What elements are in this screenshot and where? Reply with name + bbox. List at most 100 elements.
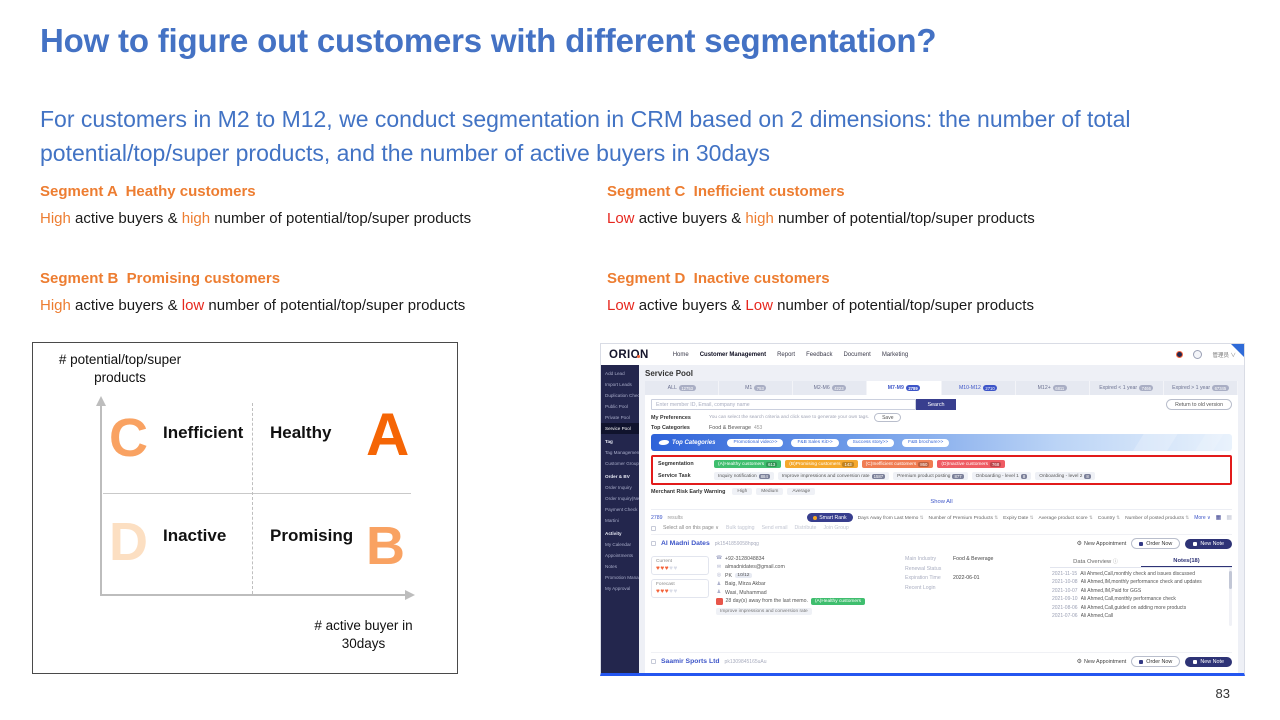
nav-home[interactable]: Home (672, 351, 689, 358)
tab-expired-gt-1y[interactable]: Expired > 1 year 67345 (1163, 381, 1238, 395)
crm-top-bar: ORION Home Customer Management Report Fe… (601, 344, 1244, 365)
tab-all[interactable]: ALL 12753 (645, 381, 720, 395)
sidebar-item-customer-groups[interactable]: Customer Groups (605, 461, 639, 466)
segment-c-heading: Segment C Inefficient customers (607, 183, 845, 200)
return-old-version-button[interactable]: Return to old version (1166, 399, 1232, 410)
more-link[interactable]: More ∨ (1194, 514, 1211, 521)
tab-expired-lt-1y[interactable]: Expired < 1 year 7466 (1089, 381, 1164, 395)
avatar[interactable] (1193, 350, 1203, 359)
sort-avg-score[interactable]: Average product score ⇅ (1038, 514, 1093, 521)
nav-feedback[interactable]: Feedback (806, 351, 833, 358)
tab-m2-m6[interactable]: M2-M6 4223 (793, 381, 868, 395)
person-icon: ♟ (716, 580, 722, 587)
risk-high[interactable]: High (732, 488, 753, 495)
sidebar-item-public-pool[interactable]: Public Pool (605, 404, 628, 409)
sidebar-item-add-lead[interactable]: Add Lead (605, 371, 625, 376)
sidebar-item-order-inquiry[interactable]: Order Inquiry (605, 485, 632, 490)
segment-c-description: Low active buyers & high number of poten… (607, 210, 1035, 227)
pill-premium-product-posting[interactable]: Premium product posting 877 (893, 472, 968, 480)
new-appointment-button[interactable]: ⚙ New Appointment (1076, 658, 1127, 665)
current-hearts-rating: ♥♥♥♥♥ (656, 564, 678, 572)
new-appointment-button[interactable]: ⚙ New Appointment (1076, 540, 1127, 547)
send-email-action[interactable]: Send email (761, 525, 788, 531)
risk-average[interactable]: Average (787, 488, 816, 495)
segment-tabs: ALL 12753 M1 753 M2-M6 4223 M7-M9 2789 M10-M… (645, 381, 1238, 395)
sidebar-item-my-approval[interactable]: My Approval (605, 586, 631, 591)
sidebar-item-payment-check[interactable]: Payment Check (605, 507, 638, 512)
banner-pill-promotional-video[interactable]: Promotional video>> (727, 438, 784, 447)
pill-promising-customers[interactable]: (B)Promising customers 143 (785, 460, 858, 468)
bulk-tagging-action[interactable]: Bulk tagging (726, 525, 755, 531)
quadrant-label-inefficient: Inefficient (163, 423, 244, 442)
nav-marketing[interactable]: Marketing (881, 351, 909, 358)
banner-pill-sales-kit[interactable]: F&B Sales Kit>> (791, 438, 839, 447)
order-now-button[interactable]: Order Now (1131, 538, 1181, 549)
notes-scrollbar-thumb[interactable] (1229, 571, 1232, 589)
pill-inactive-customers[interactable]: (D)Inactive customers 768 (937, 460, 1006, 468)
distribute-action[interactable]: Distribute (794, 525, 817, 531)
nav-document[interactable]: Document (843, 351, 871, 358)
nav-report[interactable]: Report (777, 351, 796, 358)
customer-1-checkbox[interactable] (651, 541, 656, 546)
banner-pill-success-story[interactable]: Success story>> (846, 438, 895, 447)
tab-m1[interactable]: M1 753 (719, 381, 794, 395)
tab-notes[interactable]: Notes(18) (1141, 556, 1232, 567)
sidebar-item-order-inquiry-new[interactable]: Order Inquiry(New) (605, 496, 639, 501)
customer-1-name[interactable]: Al Madni Dates (661, 540, 710, 547)
sort-posted-products[interactable]: Number of posted products ⇅ (1125, 514, 1190, 521)
nav-customer-management[interactable]: Customer Management (699, 351, 767, 358)
notes-panel: Data Overview ⓘ Notes(18) 2021-11-15 Ali … (1050, 556, 1232, 646)
tab-data-overview[interactable]: Data Overview ⓘ (1073, 559, 1118, 565)
sidebar-item-notes[interactable]: Notes (605, 564, 618, 569)
info-label: Expiration Time (905, 575, 941, 581)
new-note-button[interactable]: New Note (1185, 538, 1232, 549)
select-all-checkbox[interactable] (651, 525, 656, 531)
join-group-action[interactable]: Join Group (823, 525, 849, 531)
sidebar-item-martini[interactable]: Martini (605, 518, 619, 523)
sidebar-item-private-pool[interactable]: Private Pool (605, 415, 630, 420)
customer-segment-pill[interactable]: (A)Healthy customers (810, 597, 866, 605)
sidebar-item-my-calendar[interactable]: My Calendar (605, 542, 632, 547)
quadrant-letter-b: B (366, 516, 405, 576)
sort-expiry-date[interactable]: Expiry Date ⇅ (1003, 514, 1034, 521)
sort-country[interactable]: Country ⇅ (1097, 514, 1121, 521)
top-categories-value[interactable]: Food & Beverage (709, 425, 751, 431)
banner-pill-brochure[interactable]: F&B brochure>> (902, 438, 950, 447)
user-menu[interactable]: 管理员 ∨ (1212, 352, 1236, 359)
new-note-button[interactable]: New Note (1185, 656, 1232, 667)
grid-view-icon[interactable]: ▦ (1226, 514, 1232, 521)
crm-sidebar: Add Lead Import Leads Duplication Check … (601, 365, 639, 673)
sort-premium-products[interactable]: Number of Premium Products ⇅ (928, 514, 999, 521)
sidebar-item-appointments[interactable]: Appointments (605, 553, 634, 558)
order-now-button[interactable]: Order Now (1131, 656, 1181, 667)
sidebar-item-duplication-check[interactable]: Duplication Check (605, 393, 639, 398)
tab-m10-m12[interactable]: M10-M12 2710 (941, 381, 1016, 395)
pill-improve-impressions[interactable]: Improve impressions and conversion rate 1… (777, 472, 890, 480)
smart-rank-button[interactable]: Smart Rank (807, 513, 853, 522)
sidebar-item-tag-management[interactable]: Tag Management (605, 450, 639, 455)
pill-inquiry-notification[interactable]: Inquiry notification 884 (714, 472, 774, 480)
sort-days-away[interactable]: Days Away from Last Memo ⇅ (857, 514, 924, 521)
notification-icon[interactable] (1176, 351, 1184, 358)
sidebar-item-import-leads[interactable]: Import Leads (605, 382, 632, 387)
save-button[interactable]: Save (874, 413, 902, 422)
pill-healthy-customers[interactable]: (A)Healthy customers 613 (714, 460, 782, 468)
notes-scrollbar[interactable] (1229, 568, 1232, 626)
show-all-link[interactable]: Show All (930, 499, 953, 505)
search-button[interactable]: Search (916, 399, 956, 410)
customer-task-pill[interactable]: Improve impressions and conversion rate (716, 607, 812, 615)
sidebar-item-service-pool[interactable]: Service Pool (601, 423, 639, 434)
select-all-label[interactable]: Select all on this page ∨ (663, 525, 719, 531)
tab-m12-plus[interactable]: M12+ 6811 (1015, 381, 1090, 395)
tab-m7-m9[interactable]: M7-M9 2789 (867, 381, 942, 395)
customer-2-name[interactable]: Saamir Sports Ltd (661, 658, 720, 665)
segment-c-block: Segment C Inefficient customers Low acti… (607, 183, 1035, 227)
sidebar-item-promotion-manage[interactable]: Promotion Manag... (605, 575, 639, 580)
pill-inefficient-customers[interactable]: (C)Inefficient customers 860 (861, 460, 934, 468)
customer-2-checkbox[interactable] (651, 659, 656, 664)
risk-medium[interactable]: Medium (756, 488, 784, 495)
list-view-icon[interactable]: ▦ (1215, 514, 1222, 521)
search-input[interactable] (651, 399, 916, 410)
